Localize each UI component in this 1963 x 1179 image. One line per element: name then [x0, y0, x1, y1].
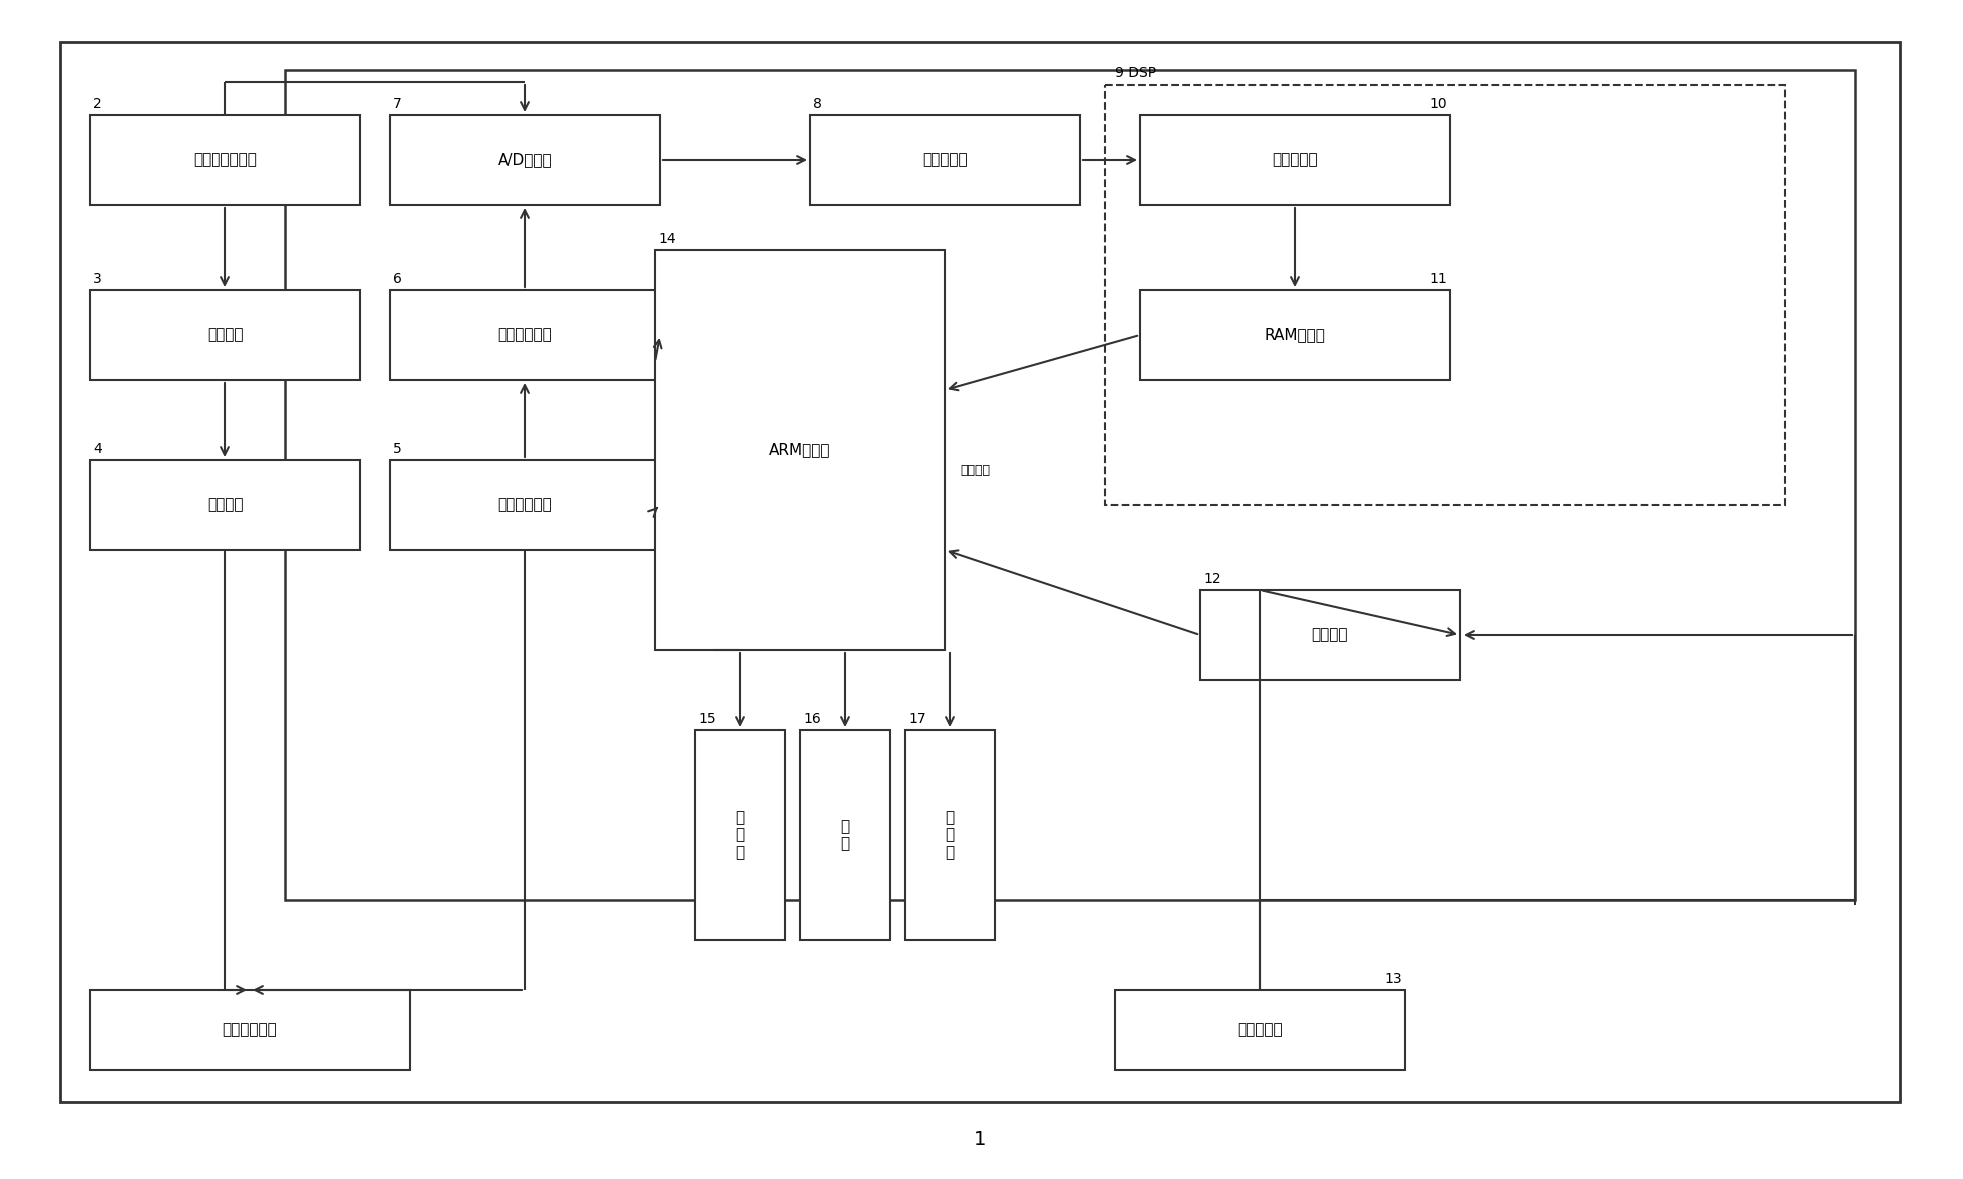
- Text: 1: 1: [974, 1129, 985, 1150]
- Text: 传输数据: 传输数据: [960, 463, 989, 476]
- Text: A/D转换器: A/D转换器: [499, 152, 552, 167]
- Bar: [1141, 290, 1451, 380]
- Bar: [61, 42, 1900, 1102]
- Text: 7: 7: [393, 97, 402, 111]
- Text: 13: 13: [1384, 971, 1402, 986]
- Text: 可编程放大器: 可编程放大器: [499, 328, 552, 343]
- Text: 4: 4: [92, 442, 102, 456]
- Text: 10: 10: [1429, 97, 1447, 111]
- Bar: [90, 460, 359, 549]
- Bar: [905, 730, 995, 940]
- Bar: [1141, 116, 1451, 205]
- Text: 11: 11: [1429, 272, 1447, 286]
- Text: 8: 8: [813, 97, 822, 111]
- Bar: [801, 730, 889, 940]
- Text: 17: 17: [909, 712, 927, 726]
- Bar: [695, 730, 785, 940]
- Text: 超声脉冲发生器: 超声脉冲发生器: [192, 152, 257, 167]
- Text: 9 DSP: 9 DSP: [1115, 66, 1156, 80]
- Text: 5: 5: [393, 442, 402, 456]
- Text: 6: 6: [393, 272, 402, 286]
- Text: 键
盘: 键 盘: [840, 818, 850, 851]
- Text: 数据缓存器: 数据缓存器: [923, 152, 968, 167]
- Text: 3: 3: [92, 272, 102, 286]
- Text: 2: 2: [92, 97, 102, 111]
- Text: RAM存储区: RAM存储区: [1264, 328, 1325, 343]
- Bar: [391, 290, 660, 380]
- Text: 12: 12: [1203, 572, 1221, 586]
- Bar: [656, 250, 944, 650]
- Text: 显
示
器: 显 示 器: [946, 810, 954, 859]
- Text: 时钟计数器: 时钟计数器: [1272, 152, 1317, 167]
- Text: ARM处理器: ARM处理器: [769, 442, 830, 457]
- Bar: [391, 116, 660, 205]
- Text: 发射电路: 发射电路: [206, 498, 243, 513]
- Bar: [90, 990, 410, 1071]
- Bar: [285, 70, 1855, 900]
- Text: 温度传感器: 温度传感器: [1237, 1022, 1282, 1038]
- Bar: [391, 460, 660, 549]
- Text: 可编程滤波器: 可编程滤波器: [499, 498, 552, 513]
- Bar: [90, 290, 359, 380]
- Bar: [90, 116, 359, 205]
- Bar: [1199, 590, 1460, 680]
- Text: 15: 15: [699, 712, 716, 726]
- Text: 14: 14: [658, 232, 675, 246]
- Text: 超声波换能器: 超声波换能器: [222, 1022, 277, 1038]
- Text: 升压电路: 升压电路: [206, 328, 243, 343]
- Bar: [811, 116, 1080, 205]
- Text: 存
储
器: 存 储 器: [736, 810, 744, 859]
- Bar: [1105, 85, 1784, 505]
- Bar: [1115, 990, 1406, 1071]
- Text: 测温电路: 测温电路: [1311, 627, 1349, 643]
- Text: 16: 16: [803, 712, 821, 726]
